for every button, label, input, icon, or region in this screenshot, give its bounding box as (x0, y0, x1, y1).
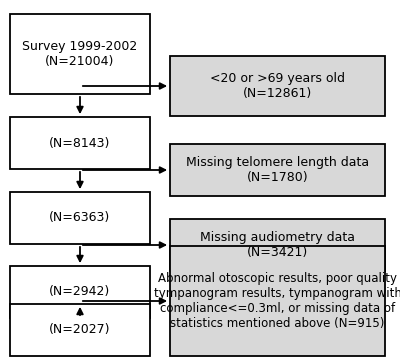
Bar (170, 219, 385, 271)
Text: Abnormal otoscopic results, poor quality
tympanogram results, tympanogram with
c: Abnormal otoscopic results, poor quality… (154, 272, 400, 330)
Text: Missing telomere length data
(N=1780): Missing telomere length data (N=1780) (186, 156, 369, 184)
Bar (10, 266, 150, 318)
Text: (N=6363): (N=6363) (49, 211, 111, 225)
Bar (170, 144, 385, 196)
Bar (10, 14, 150, 94)
Text: Survey 1999-2002
(N=21004): Survey 1999-2002 (N=21004) (22, 40, 138, 68)
Text: (N=2942): (N=2942) (49, 285, 111, 298)
Bar (170, 56, 385, 116)
Bar (10, 192, 150, 244)
Text: <20 or >69 years old
(N=12861): <20 or >69 years old (N=12861) (210, 72, 345, 100)
Bar (10, 304, 150, 356)
Text: (N=2027): (N=2027) (49, 324, 111, 336)
Text: Missing audiometry data
(N=3421): Missing audiometry data (N=3421) (200, 231, 355, 259)
Bar (10, 117, 150, 169)
Bar (170, 246, 385, 356)
Text: (N=8143): (N=8143) (49, 136, 111, 150)
